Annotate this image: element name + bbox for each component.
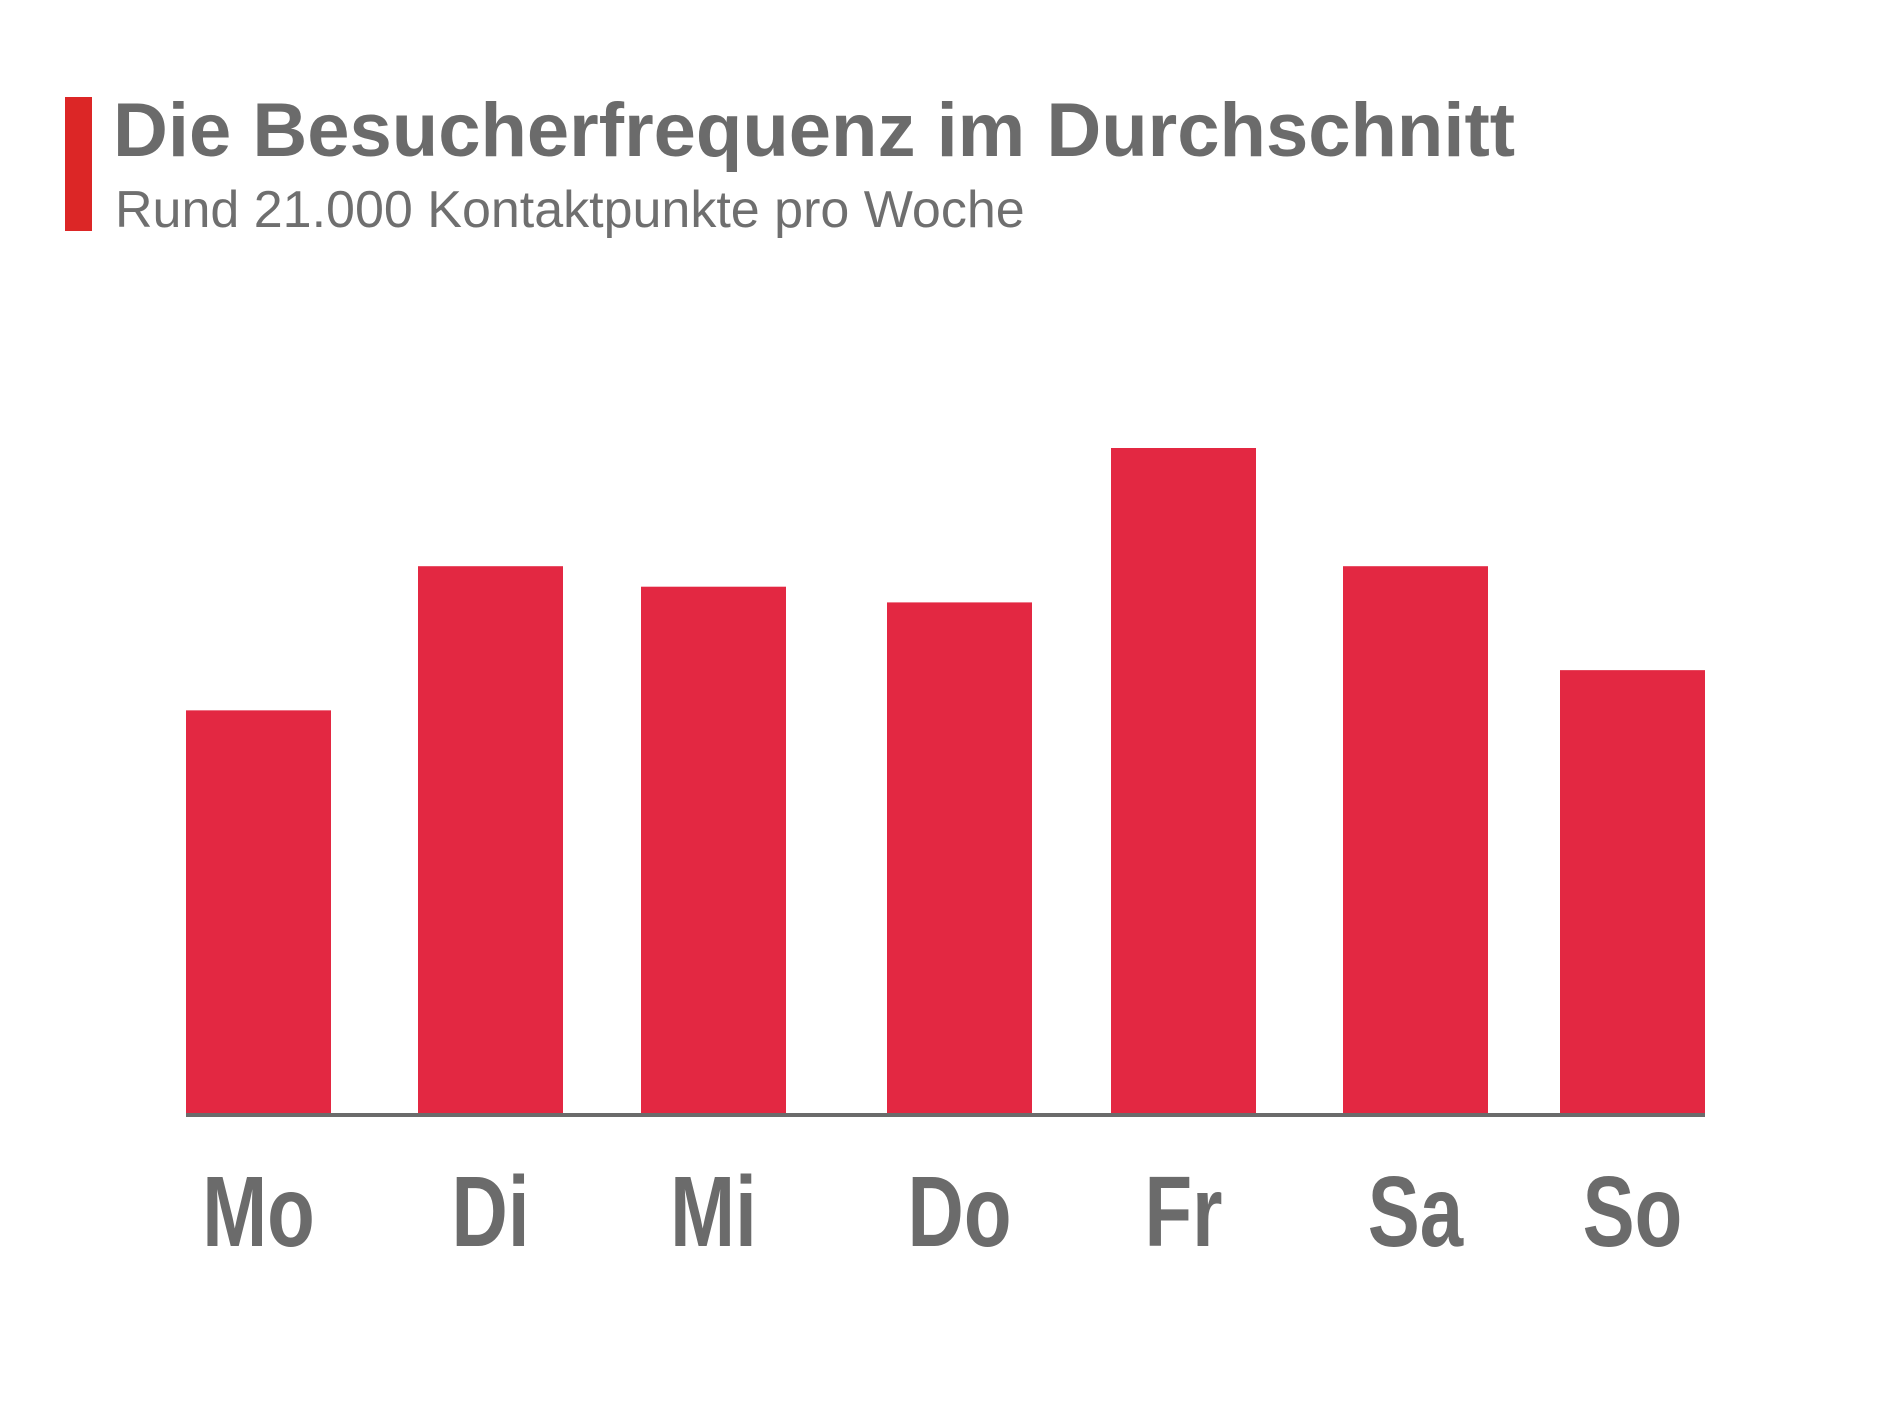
chart-subtitle: Rund 21.000 Kontaktpunkte pro Woche <box>115 181 1025 239</box>
chart-title: Die Besucherfrequenz im Durchschnitt <box>113 88 1516 173</box>
bar-fr <box>1111 448 1256 1113</box>
x-tick-label-so: So <box>1583 1157 1683 1269</box>
x-tick-label-mo: Mo <box>202 1157 315 1269</box>
bar-di <box>418 566 563 1113</box>
x-tick-label-mi: Mi <box>670 1157 757 1269</box>
x-tick-label-sa: Sa <box>1368 1157 1464 1269</box>
bar-so <box>1560 670 1705 1113</box>
bar-do <box>887 602 1032 1113</box>
x-tick-label-di: Di <box>452 1157 530 1269</box>
title-accent-bar <box>65 97 92 231</box>
bar-mi <box>641 586 786 1113</box>
x-tick-label-do: Do <box>908 1157 1012 1269</box>
bar-mo <box>186 710 331 1113</box>
bar-sa <box>1343 566 1488 1113</box>
x-tick-label-fr: Fr <box>1145 1157 1223 1269</box>
